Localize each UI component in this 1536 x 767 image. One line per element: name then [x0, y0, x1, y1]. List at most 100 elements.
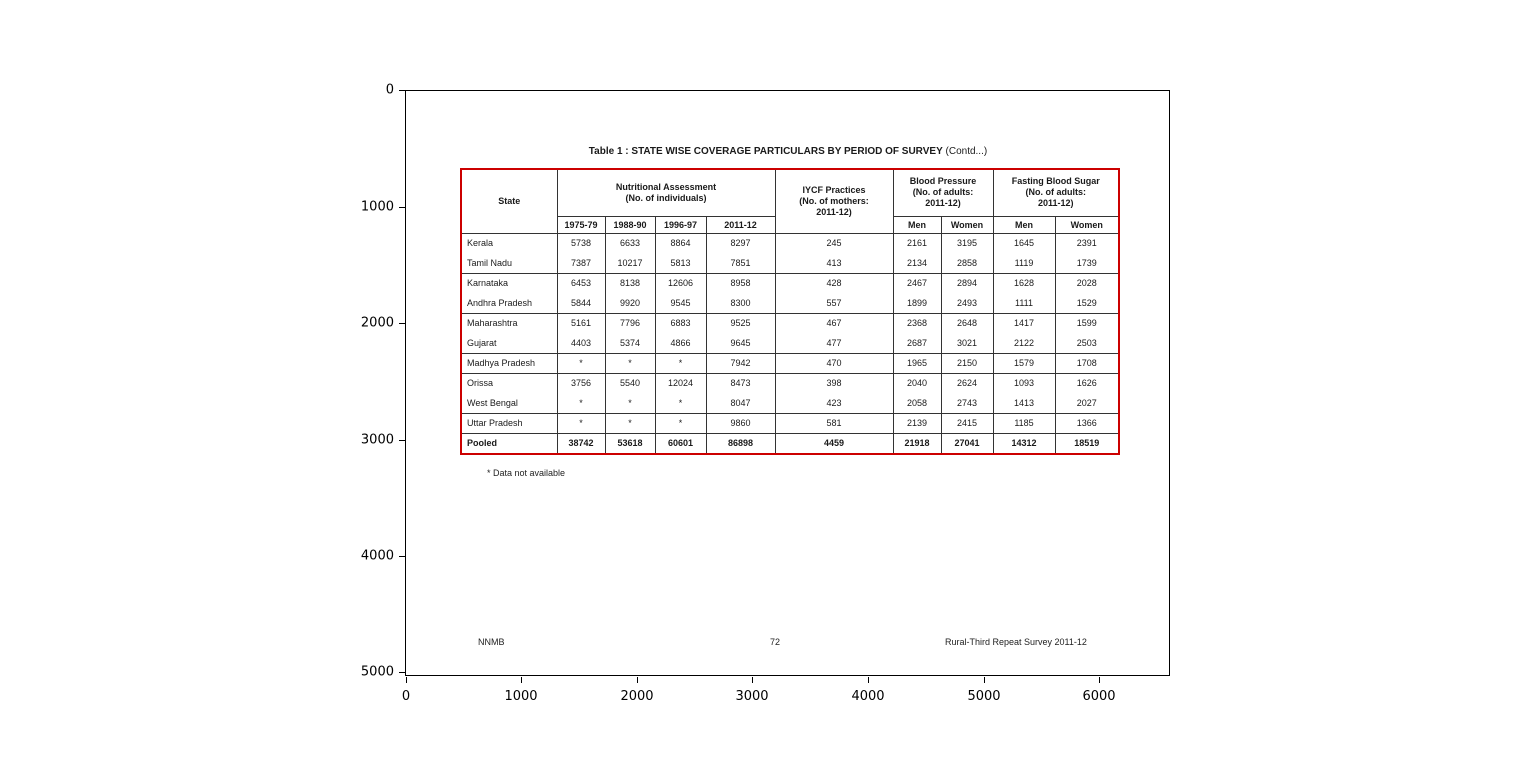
- value-cell: 8864: [654, 233, 707, 253]
- y-axis-tick-label: 4000: [360, 548, 394, 564]
- fbs-header-line2: (No. of adults:: [1025, 187, 1087, 198]
- value-cell: 1626: [1054, 373, 1119, 393]
- column-header-period: 1975-79: [557, 216, 606, 234]
- value-cell: 581: [774, 413, 894, 434]
- column-group-blood-pressure: Blood Pressure (No. of adults: 2011-12): [892, 170, 994, 217]
- value-cell: 60601: [654, 433, 707, 453]
- value-cell: *: [556, 413, 606, 434]
- column-header-state: State: [462, 170, 558, 234]
- value-cell: 477: [774, 333, 894, 354]
- value-cell: *: [654, 393, 707, 414]
- value-cell: 6633: [604, 233, 656, 253]
- value-cell: 423: [774, 393, 894, 414]
- iycf-header-line2: (No. of mothers:: [799, 195, 869, 206]
- table-row: Maharashtra 5161 7796 6883 9525 467 2368 2648 14…: [462, 313, 1119, 333]
- x-axis-tick-label: 3000: [735, 689, 769, 704]
- value-cell: 27041: [940, 433, 994, 453]
- value-cell: 4866: [654, 333, 707, 354]
- value-cell: 2122: [992, 333, 1056, 354]
- value-cell: 1185: [992, 413, 1056, 434]
- x-tick-mark: [521, 677, 522, 683]
- value-cell: 38742: [556, 433, 606, 453]
- table-title: Table 1 : STATE WISE COVERAGE PARTICULAR…: [588, 146, 943, 157]
- value-cell: 413: [774, 253, 894, 274]
- value-cell: 2139: [892, 413, 942, 434]
- value-cell: 2467: [892, 273, 942, 293]
- value-cell: 7942: [705, 353, 776, 374]
- value-cell: 1628: [992, 273, 1056, 293]
- x-tick-mark: [406, 677, 407, 683]
- state-cell: Maharashtra: [462, 313, 558, 333]
- value-cell: 8473: [705, 373, 776, 393]
- column-group-nutritional-assessment: Nutritional Assessment (No. of individua…: [556, 170, 776, 217]
- value-cell: 2894: [940, 273, 994, 293]
- value-cell: 9860: [705, 413, 776, 434]
- value-cell: 53618: [604, 433, 656, 453]
- value-cell: 4459: [774, 433, 894, 453]
- value-cell: 2493: [940, 293, 994, 314]
- coverage-table: State Nutritional Assessment (No. of ind…: [460, 168, 1121, 455]
- state-cell: Andhra Pradesh: [462, 293, 558, 314]
- value-cell: *: [556, 393, 606, 414]
- value-cell: 470: [774, 353, 894, 374]
- value-cell: 5540: [604, 373, 656, 393]
- value-cell: 1739: [1054, 253, 1119, 274]
- table-row: Gujarat 4403 5374 4866 9645 477 2687 3021 2122 25…: [462, 333, 1119, 354]
- x-tick-mark: [868, 677, 869, 683]
- value-cell: 2150: [940, 353, 994, 374]
- value-cell: 2027: [1054, 393, 1119, 414]
- table-row: Orissa 3756 5540 12024 8473 398 2040 2624 1093 16…: [462, 373, 1119, 393]
- column-header-fbs-men: Men: [992, 216, 1056, 234]
- value-cell: 2058: [892, 393, 942, 414]
- table-row: Uttar Pradesh * * * 9860 581 2139 2415 1185 1366: [462, 413, 1119, 434]
- y-axis-tick-label: 1000: [360, 199, 394, 215]
- state-cell: West Bengal: [462, 393, 558, 414]
- nutritional-header-line2: (No. of individuals): [625, 192, 707, 203]
- y-tick-mark: [399, 672, 405, 673]
- column-group-fasting-blood-sugar: Fasting Blood Sugar (No. of adults: 2011…: [992, 170, 1119, 217]
- value-cell: 7796: [604, 313, 656, 333]
- value-cell: *: [556, 353, 606, 374]
- y-axis-tick-label: 0: [385, 82, 394, 98]
- value-cell: 2743: [940, 393, 994, 414]
- value-cell: 2648: [940, 313, 994, 333]
- table-row: Karnataka 6453 8138 12606 8958 428 2467 2894 162…: [462, 273, 1119, 293]
- table-title-suffix: (Contd...): [945, 146, 988, 157]
- x-tick-mark: [752, 677, 753, 683]
- column-header-period: 2011-12: [705, 216, 776, 234]
- column-header-bp-women: Women: [940, 216, 994, 234]
- value-cell: 5844: [556, 293, 606, 314]
- bp-header-line3: 2011-12): [925, 198, 961, 209]
- value-cell: 10217: [604, 253, 656, 274]
- value-cell: 1529: [1054, 293, 1119, 314]
- table-body: Kerala 5738 6633 8864 8297 245 2161 3195 1645 239…: [462, 233, 1119, 453]
- value-cell: 4403: [556, 333, 606, 354]
- state-cell: Pooled: [462, 433, 558, 453]
- value-cell: 7851: [705, 253, 776, 274]
- value-cell: *: [654, 353, 707, 374]
- value-cell: 2040: [892, 373, 942, 393]
- value-cell: 245: [774, 233, 894, 253]
- value-cell: 1899: [892, 293, 942, 314]
- value-cell: *: [604, 413, 656, 434]
- table-row: West Bengal * * * 8047 423 2058 2743 1413 2027: [462, 393, 1119, 414]
- value-cell: 14312: [992, 433, 1056, 453]
- value-cell: 5374: [604, 333, 656, 354]
- fbs-header-line1: Fasting Blood Sugar: [1011, 176, 1100, 187]
- value-cell: 8958: [705, 273, 776, 293]
- x-tick-mark: [637, 677, 638, 683]
- y-tick-mark: [399, 556, 405, 557]
- table-row: Madhya Pradesh * * * 7942 470 1965 2150 1579 1708: [462, 353, 1119, 374]
- footer-right: Rural-Third Repeat Survey 2011-12: [945, 637, 1087, 647]
- value-cell: 8297: [705, 233, 776, 253]
- value-cell: 9920: [604, 293, 656, 314]
- value-cell: 2391: [1054, 233, 1119, 253]
- value-cell: 428: [774, 273, 894, 293]
- y-axis-tick-label: 5000: [360, 664, 394, 680]
- value-cell: 2028: [1054, 273, 1119, 293]
- value-cell: *: [604, 393, 656, 414]
- fbs-header-line3: 2011-12): [1038, 198, 1074, 209]
- value-cell: 3756: [556, 373, 606, 393]
- value-cell: 2858: [940, 253, 994, 274]
- x-tick-mark: [984, 677, 985, 683]
